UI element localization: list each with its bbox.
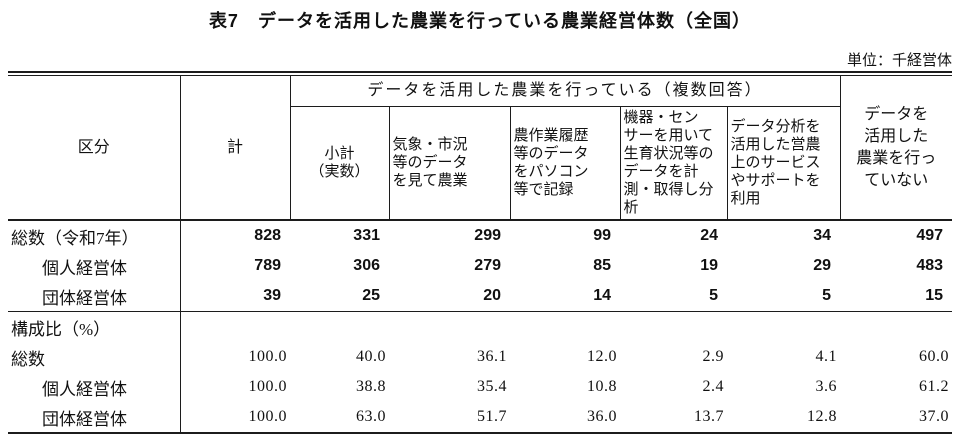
- col-header-total: 計: [180, 75, 291, 220]
- col-header-pc-record: 農作業履歴 等のデータ をパソコン 等で記録: [510, 106, 621, 220]
- value-cell: 85: [593, 257, 611, 274]
- value-cell: 12.0: [587, 348, 617, 365]
- value-cell: 331: [290, 219, 389, 251]
- col-header-subtotal: 小計 （実数）: [290, 106, 390, 220]
- row-label: 個人経営体: [8, 251, 181, 281]
- value-cell: 279: [474, 257, 501, 274]
- value-cell: 2.9: [702, 348, 724, 365]
- value-cell: 10.8: [587, 378, 617, 395]
- value-cell: 100.0: [248, 348, 287, 365]
- value-cell: 12.8: [807, 408, 838, 425]
- data-table: 区分 計 データを活用した農業を行っている（複数回答） データを 活用した 農業…: [8, 75, 953, 434]
- ratio-row-organization: 団体経営体 100.0 63.0 51.7 36.0 13.7 12.8 37.…: [8, 402, 952, 433]
- count-row-total: 総数（令和7年） 828 331 299 99 24 34 497: [8, 219, 953, 251]
- col-header-sensor-measure: 機器・セン サーを用いて 生育状況等の データを計 測・取得し分 析: [620, 106, 728, 220]
- value-cell: 99: [510, 219, 620, 251]
- row-label: 団体経営体: [8, 402, 181, 433]
- value-cell: [727, 311, 841, 342]
- value-cell: 39: [263, 287, 281, 304]
- value-cell: 38.8: [356, 378, 386, 395]
- col-header-weather-market: 気象・市況 等のデータ を見て農業: [389, 106, 511, 220]
- value-cell: 15: [925, 287, 944, 304]
- col-header-category: 区分: [8, 75, 181, 220]
- row-label: 総数（令和7年）: [8, 219, 181, 251]
- section-label: 構成比（%）: [8, 311, 181, 342]
- value-cell: [180, 311, 290, 342]
- row-label: 団体経営体: [8, 281, 181, 312]
- value-cell: 100.0: [248, 378, 287, 395]
- value-cell: [620, 311, 727, 342]
- header-row-sub: 小計 （実数） 気象・市況 等のデータ を見て農業 農作業履歴 等のデータ をパ…: [8, 106, 952, 220]
- value-cell: 2.4: [702, 378, 724, 395]
- ratio-section-row: 構成比（%）: [8, 311, 953, 342]
- value-cell: 35.4: [477, 378, 507, 395]
- value-cell: 60.0: [919, 348, 950, 365]
- value-cell: 5: [822, 287, 832, 304]
- col-header-analysis-service: データ分析を 活用した営農 上のサービス やサポートを 利用: [727, 106, 841, 220]
- value-cell: 34: [727, 219, 841, 251]
- value-cell: 3.6: [815, 378, 838, 395]
- header-row-group: 区分 計 データを活用した農業を行っている（複数回答） データを 活用した 農業…: [8, 75, 952, 220]
- value-cell: 299: [389, 219, 510, 251]
- value-cell: [510, 311, 620, 342]
- col-header-not-using: データを 活用した 農業を行っ ていない: [856, 105, 937, 189]
- value-cell: 63.0: [356, 408, 386, 425]
- row-label: 個人経営体: [8, 372, 181, 402]
- unit-label: 単位：千経営体: [846, 53, 952, 69]
- value-cell: 24: [620, 219, 727, 251]
- value-cell: 29: [813, 257, 832, 274]
- value-cell: 25: [362, 287, 380, 304]
- count-row-individual: 個人経営体 789 306 279 85 19 29 483: [8, 251, 952, 281]
- value-cell: 4.1: [815, 348, 838, 365]
- value-cell: 36.1: [477, 348, 507, 365]
- value-cell: 51.7: [477, 408, 507, 425]
- count-row-organization: 団体経営体 39 25 20 14 5 5 15: [8, 281, 952, 312]
- value-cell: 306: [353, 257, 380, 274]
- value-cell: 828: [180, 219, 290, 251]
- row-label: 総数: [8, 342, 181, 372]
- value-cell: 13.7: [694, 408, 724, 425]
- value-cell: 40.0: [356, 348, 386, 365]
- value-cell: 789: [254, 257, 281, 274]
- value-cell: 36.0: [587, 408, 617, 425]
- value-cell: [840, 311, 953, 342]
- value-cell: 37.0: [919, 408, 950, 425]
- value-cell: 20: [483, 287, 501, 304]
- ratio-row-total: 総数 100.0 40.0 36.1 12.0 2.9 4.1 60.0: [8, 342, 952, 372]
- ratio-row-individual: 個人経営体 100.0 38.8 35.4 10.8 2.4 3.6 61.2: [8, 372, 952, 402]
- value-cell: 19: [700, 257, 718, 274]
- value-cell: 483: [916, 257, 944, 274]
- value-cell: 100.0: [248, 408, 287, 425]
- value-cell: 497: [840, 219, 953, 251]
- col-header-data-using-group: データを活用した農業を行っている（複数回答）: [290, 75, 841, 107]
- value-cell: [389, 311, 510, 342]
- value-cell: [290, 311, 389, 342]
- value-cell: 5: [709, 287, 718, 304]
- value-cell: 61.2: [919, 378, 950, 395]
- table-title: 表7 データを活用した農業を行っている農業経営体数（全国）: [208, 11, 752, 31]
- value-cell: 14: [593, 287, 611, 304]
- statistics-table: 区分 計 データを活用した農業を行っている（複数回答） データを 活用した 農業…: [8, 71, 953, 434]
